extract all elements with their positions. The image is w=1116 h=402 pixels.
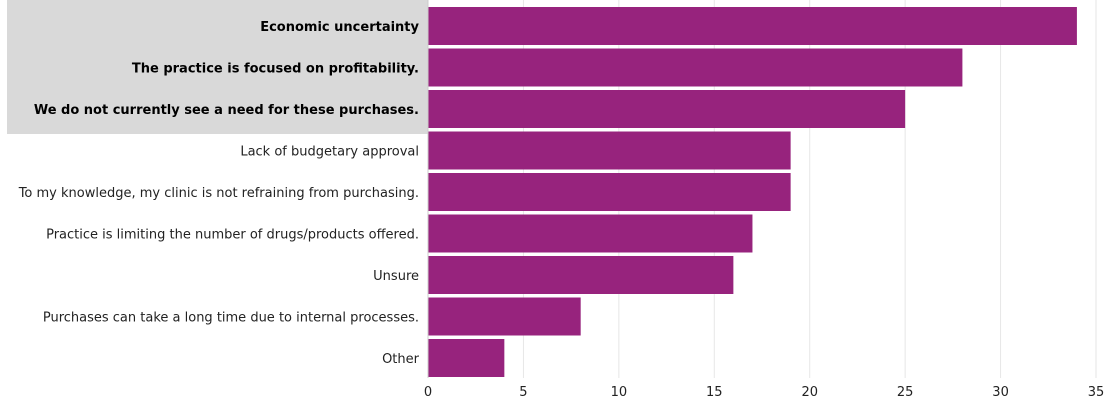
category-label: We do not currently see a need for these… xyxy=(34,103,419,118)
x-tick-label: 20 xyxy=(801,385,818,400)
bar xyxy=(428,131,791,170)
bar xyxy=(428,48,963,87)
bar xyxy=(428,90,906,128)
category-label: Unsure xyxy=(373,269,419,284)
bar xyxy=(428,297,581,336)
category-label: Practice is limiting the number of drugs… xyxy=(46,228,419,243)
category-label: Lack of budgetary approval xyxy=(240,145,419,160)
bar xyxy=(428,7,1077,45)
category-label: Economic uncertainty xyxy=(260,20,419,35)
x-tick-label: 5 xyxy=(519,385,527,400)
category-label: Other xyxy=(382,352,420,367)
x-tick-label: 10 xyxy=(611,385,628,400)
category-label-layer: Economic uncertainty The practice is focu… xyxy=(18,20,420,367)
bar xyxy=(428,256,734,294)
x-tick-label: 15 xyxy=(706,385,723,400)
x-tick-label: 35 xyxy=(1088,385,1105,400)
category-label: The practice is focused on profitability… xyxy=(132,62,419,77)
highlight-band xyxy=(7,0,428,134)
bar xyxy=(428,214,753,253)
x-tick-label: 30 xyxy=(992,385,1009,400)
x-tick-label: 25 xyxy=(897,385,914,400)
highlight-band-layer xyxy=(7,0,428,134)
category-label: To my knowledge, my clinic is not refrai… xyxy=(18,186,419,201)
x-tick-label: 0 xyxy=(424,385,432,400)
bar-layer xyxy=(428,7,1077,377)
bar xyxy=(428,173,791,211)
bar xyxy=(428,339,505,377)
category-label: Purchases can take a long time due to in… xyxy=(43,311,419,326)
x-tick-layer: 0 5 10 15 20 25 30 35 xyxy=(424,0,1104,400)
